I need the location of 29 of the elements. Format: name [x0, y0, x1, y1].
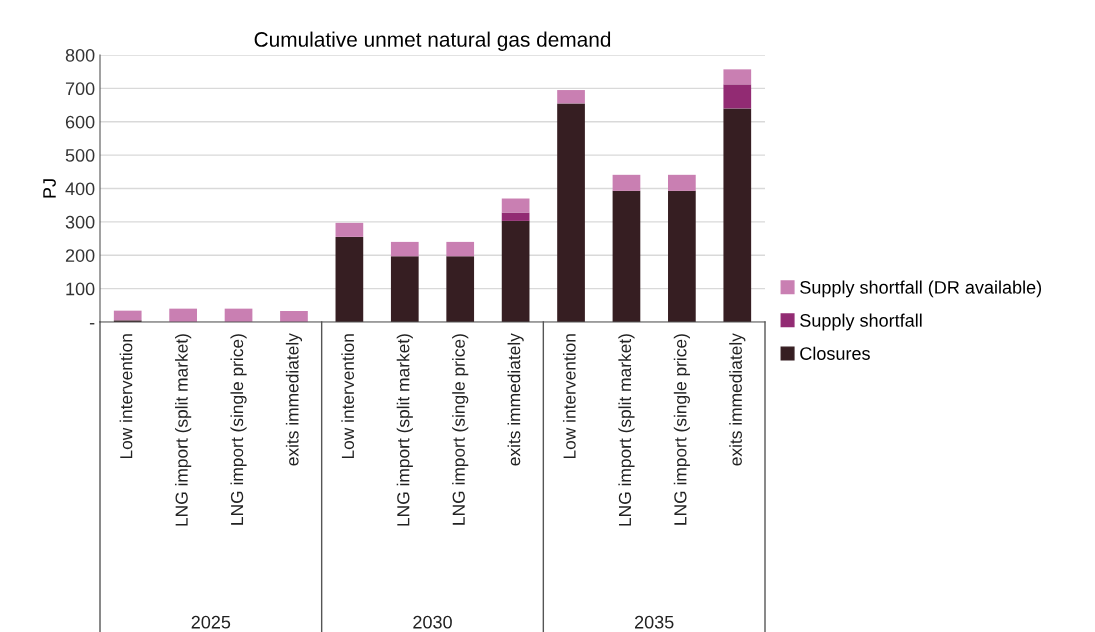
x-tick-label: exits immediately — [285, 333, 303, 466]
x-tick-label: LNG import (split market) — [175, 334, 192, 526]
y-tick-label: 800 — [65, 48, 95, 62]
y-tick-label: 100 — [66, 282, 95, 296]
y-tick-label: 200 — [65, 249, 95, 262]
y-axis-title: PJ — [43, 179, 56, 198]
y-tick-label: 600 — [65, 115, 95, 129]
legend-label: Closures — [800, 346, 870, 360]
y-tick-label: 300 — [65, 215, 95, 229]
text: 2025 — [191, 615, 231, 629]
x-tick-label: LNG import (single price) — [230, 334, 247, 525]
x-tick-label: LNG import (single price) — [673, 334, 690, 525]
x-tick-label: Low intervention — [562, 334, 576, 459]
x-tick-label: Low intervention — [341, 334, 355, 459]
text: 2030 — [413, 615, 452, 629]
x-tick-label: LNG import (split market) — [396, 334, 413, 526]
x-tick-label: LNG import (split market) — [618, 334, 635, 526]
x-tick-label: exits immediately — [507, 333, 524, 466]
x-tick-label: exits immediately — [729, 333, 746, 466]
legend-label: Supply shortfall — [800, 313, 922, 331]
x-tick-label: LNG import (single price) — [452, 334, 469, 525]
text: 2035 — [634, 615, 674, 629]
y-tick-label: 700 — [65, 82, 95, 96]
x-tick-label: Low intervention — [119, 334, 133, 459]
chart-title: Cumulative unmet natural gas demand — [254, 31, 611, 51]
legend-label: Supply shortfall (DR available) — [800, 280, 1042, 298]
y-tick-label: 500 — [65, 149, 95, 162]
y-tick-label: - — [89, 323, 95, 325]
y-tick-label: 400 — [65, 182, 95, 196]
